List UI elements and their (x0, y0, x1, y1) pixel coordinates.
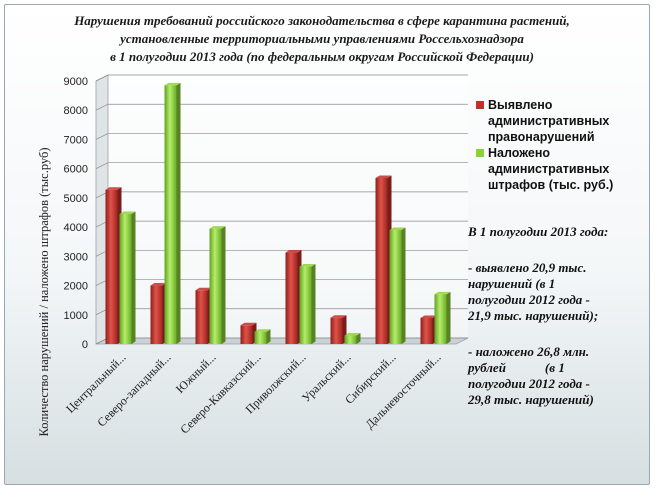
bar-top (375, 175, 392, 179)
bar-top (150, 283, 167, 286)
bar (375, 175, 392, 344)
annotation-line-4: нарушений (в 1 (468, 276, 555, 291)
bar-front (389, 230, 402, 344)
bar-top (119, 211, 136, 214)
bar (285, 250, 302, 344)
bar-front (299, 266, 312, 344)
bar (254, 329, 271, 344)
bar (420, 315, 437, 344)
bar (299, 264, 316, 344)
bar-front (434, 294, 447, 344)
bar-top (299, 264, 316, 267)
bar-top (434, 291, 451, 295)
bar-top (389, 227, 406, 231)
bar-front (254, 331, 267, 344)
gridline (95, 162, 468, 169)
bar (195, 287, 212, 344)
gridline (95, 74, 468, 82)
bar-top (344, 333, 361, 336)
bar-front (209, 228, 222, 344)
gridline (95, 133, 468, 140)
bar (150, 283, 167, 344)
bar-top (240, 322, 257, 326)
bar-front (240, 325, 253, 344)
y-tick-label: 1000 (64, 310, 88, 322)
annotation-line-5: полугодии 2012 года - (468, 292, 590, 307)
bar-front (119, 213, 132, 344)
bar (389, 227, 406, 344)
bar (240, 322, 257, 344)
bar-front (150, 285, 163, 344)
bar-front (420, 317, 433, 344)
legend-label-series-2-line-3: штрафов (тыс. руб.) (488, 178, 613, 192)
bar-side (131, 211, 136, 344)
bar-side (356, 333, 361, 344)
x-tick-label: Северо-Кавказский... (177, 350, 263, 436)
bar-top (164, 82, 181, 86)
bar (119, 211, 136, 344)
annotation-note: В 1 полугодии 2013 года: - выявлено 20,9… (467, 224, 608, 407)
bar-front (164, 85, 177, 344)
bar-front (285, 252, 298, 344)
y-tick-label: 5000 (64, 193, 88, 205)
bar-front (195, 290, 208, 344)
bar-top (105, 187, 122, 190)
bar-top (209, 226, 226, 229)
annotation-line-1: В 1 полугодии 2013 года: (467, 224, 608, 239)
bar-top (195, 287, 212, 291)
legend-label-series-2-line-1: Наложено (488, 146, 550, 160)
legend: Выявлено административных правонарушений… (476, 98, 613, 192)
y-tick-label: 3000 (64, 251, 88, 263)
annotation-line-11: 29,8 тыс. нарушений) (467, 392, 594, 407)
bar-side (266, 329, 271, 344)
y-tick-label: 6000 (64, 164, 88, 176)
bar (434, 291, 451, 344)
annotation-line-6: 21,9 тыс. нарушений); (467, 308, 598, 323)
y-tick-label: 7000 (64, 134, 88, 146)
bar-side (221, 226, 226, 344)
legend-swatch-series-1 (476, 101, 484, 109)
x-tick-label: Южный... (173, 350, 219, 396)
legend-label-series-1-line-1: Выявлено (488, 98, 553, 112)
chart-title: Нарушения требований российского законод… (73, 13, 570, 64)
bar-side (446, 291, 451, 344)
bar-top (285, 250, 302, 253)
y-tick-label: 8000 (64, 105, 88, 117)
chart-title-line-3: в 1 полугодии 2013 года (по федеральным … (110, 49, 534, 64)
bar-side (401, 227, 406, 344)
chart-title-line-1: Нарушения требований российского законод… (73, 13, 570, 28)
annotation-line-8: - наложено 26,8 млн. (468, 344, 589, 359)
bar-front (375, 178, 388, 344)
legend-label-series-1-line-2: административных (488, 114, 609, 128)
bar-top (420, 315, 437, 318)
bar-side (311, 264, 316, 344)
bar-front (330, 317, 343, 344)
bar-front (344, 335, 357, 344)
bar (330, 315, 347, 344)
annotation-line-3: - выявлено 20,9 тыс. (468, 260, 586, 275)
bar (209, 226, 226, 344)
bar (344, 333, 361, 344)
legend-swatch-series-2 (476, 149, 484, 157)
bar (105, 187, 122, 344)
x-tick-label: Дальневосточный... (362, 350, 443, 431)
plot-area: 0100020003000400050006000700080009000Цен… (63, 74, 469, 436)
y-tick-label: 9000 (64, 76, 88, 88)
y-tick-label: 4000 (64, 222, 88, 234)
bar-side (176, 82, 181, 344)
annotation-line-9: рублей (в 1 (467, 360, 565, 375)
bar-front (105, 189, 118, 344)
bar (164, 82, 181, 344)
y-axis-label: Количество нарушений / наложено штрафов … (37, 147, 51, 436)
legend-label-series-2-line-2: административных (488, 162, 609, 176)
y-tick-label: 0 (82, 339, 88, 351)
gridline (95, 103, 468, 111)
bar-top (254, 329, 271, 332)
y-tick-label: 2000 (64, 281, 88, 293)
annotation-line-10: полугодии 2012 года - (468, 376, 590, 391)
bar-top (330, 315, 347, 318)
chart-title-line-2: установленные территориальными управлени… (118, 31, 524, 46)
legend-label-series-1-line-3: правонарушений (488, 130, 595, 144)
